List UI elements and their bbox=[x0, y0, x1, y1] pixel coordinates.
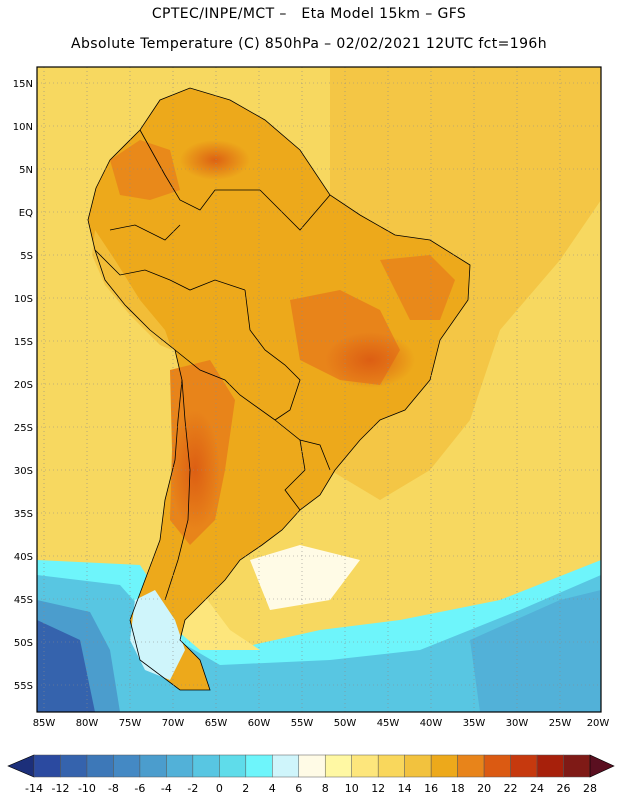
lat-label: 50S bbox=[14, 638, 33, 649]
colorbar-swatch bbox=[272, 754, 300, 778]
color-scale-labels: -14 -12 -10 -8 -6 -4 -2 0 2 4 6 8 10 12 14 16 18 20 22 24 26… bbox=[25, 782, 597, 795]
colorbar-tick-label: 28 bbox=[583, 782, 597, 795]
colorbar-swatch bbox=[430, 754, 458, 778]
colorbar-swatch bbox=[86, 754, 114, 778]
lat-label: 10S bbox=[14, 294, 33, 305]
colorbar-low-arrow bbox=[7, 754, 35, 778]
colorbar-swatch bbox=[351, 754, 379, 778]
lon-label: 40W bbox=[420, 718, 443, 729]
lat-label: 55S bbox=[14, 681, 33, 692]
lat-label: EQ bbox=[19, 208, 33, 219]
lat-label: 5S bbox=[20, 251, 33, 262]
colorbar-swatch bbox=[192, 754, 220, 778]
colorbar-swatch bbox=[139, 754, 167, 778]
andes-cooler-strip bbox=[92, 230, 172, 350]
colorbar-swatch bbox=[219, 754, 247, 778]
colorbar-tick-label: 12 bbox=[371, 782, 385, 795]
colorbar-tick-label: 16 bbox=[424, 782, 438, 795]
hotspot-colombia bbox=[180, 140, 250, 180]
lat-label: 45S bbox=[14, 595, 33, 606]
colorbar-tick-label: 8 bbox=[322, 782, 329, 795]
lat-label: 35S bbox=[14, 509, 33, 520]
colorbar-swatch bbox=[510, 754, 538, 778]
lon-label: 50W bbox=[334, 718, 357, 729]
colorbar-tick-label: 20 bbox=[477, 782, 491, 795]
lat-label: 40S bbox=[14, 552, 33, 563]
colorbar-tick-label: -12 bbox=[51, 782, 69, 795]
lat-label: 15N bbox=[13, 79, 33, 90]
country-borders bbox=[87, 87, 471, 691]
colorbar-tick-label: -8 bbox=[108, 782, 119, 795]
colorbar-swatch bbox=[563, 754, 591, 778]
colorbar-tick-label: -14 bbox=[25, 782, 43, 795]
colorbar-tick-label: -2 bbox=[187, 782, 198, 795]
patagonia-cold-tip bbox=[130, 590, 185, 680]
lon-label: 35W bbox=[463, 718, 486, 729]
lat-label: 5N bbox=[19, 165, 33, 176]
map-title-line-1: CPTEC/INPE/MCT – Eta Model 15km – GFS bbox=[151, 6, 467, 22]
colorbar-swatch bbox=[166, 754, 194, 778]
colorbar-tick-label: -6 bbox=[134, 782, 145, 795]
colorbar-swatch bbox=[404, 754, 432, 778]
hotspot-argentina bbox=[170, 410, 220, 530]
lat-label: 20S bbox=[14, 380, 33, 391]
latitude-labels: 15N 10N 5N EQ 5S 10S 15S 20S 25S 30S 35S… bbox=[13, 79, 33, 692]
coldest-ocean-zone bbox=[37, 620, 95, 712]
colorbar-swatch bbox=[536, 754, 564, 778]
colorbar-swatch bbox=[298, 754, 326, 778]
colorbar-tick-label: 0 bbox=[216, 782, 223, 795]
lat-label: 25S bbox=[14, 423, 33, 434]
lon-label: 20W bbox=[587, 718, 610, 729]
longitude-labels: 85W 80W 75W 70W 65W 60W 55W 50W 45W 40W … bbox=[33, 718, 610, 729]
map-frame bbox=[36, 66, 602, 713]
pale-transition-zone bbox=[250, 545, 360, 610]
lon-label: 30W bbox=[506, 718, 529, 729]
colorbar-tick-label: -10 bbox=[78, 782, 96, 795]
color-scale-bar bbox=[7, 754, 615, 778]
lat-label: 30S bbox=[14, 466, 33, 477]
colorbar-swatch bbox=[33, 754, 61, 778]
cold-ocean-east bbox=[470, 590, 601, 712]
lon-label: 65W bbox=[205, 718, 228, 729]
colorbar-swatch bbox=[324, 754, 352, 778]
colorbar-tick-label: 14 bbox=[398, 782, 412, 795]
colorbar-swatch bbox=[377, 754, 405, 778]
colorbar-tick-label: 26 bbox=[557, 782, 571, 795]
colorbar-high-arrow bbox=[589, 754, 615, 778]
colorbar-swatch bbox=[113, 754, 141, 778]
hotspot-minas bbox=[325, 332, 415, 388]
colorbar-tick-label: 4 bbox=[269, 782, 276, 795]
lon-label: 80W bbox=[76, 718, 99, 729]
colorbar-tick-label: 10 bbox=[345, 782, 359, 795]
lon-label: 55W bbox=[291, 718, 314, 729]
lon-label: 45W bbox=[377, 718, 400, 729]
lon-label: 70W bbox=[162, 718, 185, 729]
hot-zone-brazil-east bbox=[380, 255, 455, 320]
lat-label: 10N bbox=[13, 122, 33, 133]
lon-label: 25W bbox=[549, 718, 572, 729]
lon-label: 75W bbox=[119, 718, 142, 729]
colorbar-swatch bbox=[245, 754, 273, 778]
colorbar-swatch bbox=[483, 754, 511, 778]
lon-label: 85W bbox=[33, 718, 56, 729]
hot-zone-andes-north bbox=[110, 140, 180, 200]
colorbar-swatch bbox=[60, 754, 88, 778]
colorbar-tick-label: 6 bbox=[295, 782, 302, 795]
colorbar-tick-label: 22 bbox=[504, 782, 518, 795]
colorbar-tick-label: -4 bbox=[161, 782, 172, 795]
colorbar-tick-label: 24 bbox=[530, 782, 544, 795]
colorbar-tick-label: 2 bbox=[242, 782, 249, 795]
lon-label: 60W bbox=[248, 718, 271, 729]
lat-label: 15S bbox=[14, 337, 33, 348]
colorbar-tick-label: 18 bbox=[451, 782, 465, 795]
colorbar-swatch bbox=[457, 754, 485, 778]
map-title-line-2: Absolute Temperature (C) 850hPa – 02/02/… bbox=[70, 36, 547, 52]
